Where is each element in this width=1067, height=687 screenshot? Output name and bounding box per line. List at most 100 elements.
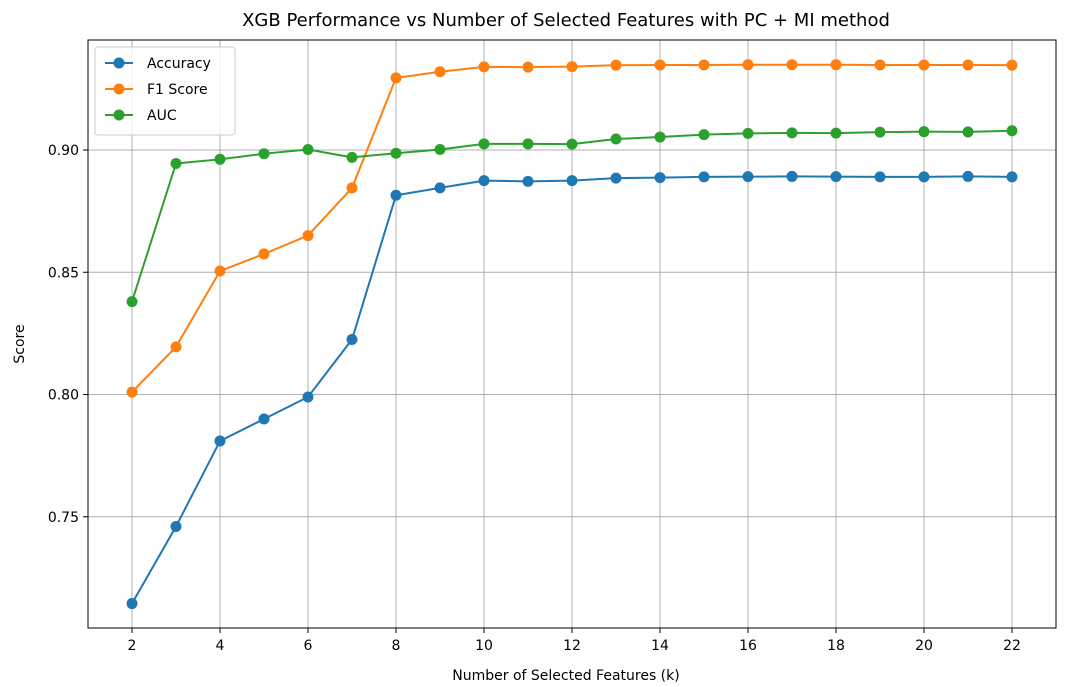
x-tick-label: 10 bbox=[475, 638, 493, 654]
data-point bbox=[566, 61, 578, 73]
y-tick-label: 0.90 bbox=[48, 143, 79, 159]
data-point bbox=[390, 189, 402, 201]
data-point bbox=[786, 59, 798, 71]
data-point bbox=[302, 230, 314, 242]
axis-ticks: 2 4 6 8 10 12 14 16 18 20 22 0.75 0.80 0.85 0.90 bbox=[48, 143, 1021, 654]
data-point bbox=[478, 138, 490, 150]
data-point bbox=[258, 413, 270, 425]
legend-marker bbox=[113, 57, 125, 69]
data-point bbox=[1006, 125, 1018, 137]
data-point bbox=[962, 59, 974, 71]
y-tick-label: 0.85 bbox=[48, 265, 79, 281]
x-axis-label: Number of Selected Features (k) bbox=[452, 668, 679, 684]
data-point bbox=[874, 171, 886, 183]
x-tick-label: 22 bbox=[1003, 638, 1021, 654]
data-point bbox=[258, 248, 270, 260]
data-point bbox=[434, 144, 446, 156]
legend-marker bbox=[113, 83, 125, 95]
data-point bbox=[390, 147, 402, 159]
data-point bbox=[786, 127, 798, 139]
data-point bbox=[698, 171, 710, 183]
legend-item: F1 Score bbox=[105, 82, 208, 98]
y-tick-label: 0.75 bbox=[48, 510, 79, 526]
x-tick-label: 4 bbox=[216, 638, 225, 654]
x-tick-label: 16 bbox=[739, 638, 757, 654]
data-point bbox=[214, 435, 226, 447]
data-point bbox=[258, 148, 270, 160]
data-point bbox=[302, 144, 314, 156]
data-point bbox=[126, 296, 138, 308]
legend: Accuracy F1 Score AUC bbox=[94, 46, 236, 136]
data-point bbox=[566, 175, 578, 187]
data-point bbox=[522, 61, 534, 73]
data-point bbox=[874, 126, 886, 138]
x-tick-label: 20 bbox=[915, 638, 933, 654]
data-point bbox=[742, 127, 754, 139]
data-point bbox=[522, 138, 534, 150]
data-point bbox=[654, 172, 666, 184]
data-point bbox=[346, 151, 358, 163]
data-point bbox=[1006, 59, 1018, 71]
data-point bbox=[566, 138, 578, 150]
x-tick-label: 8 bbox=[392, 638, 401, 654]
data-point bbox=[126, 386, 138, 398]
data-point bbox=[434, 182, 446, 194]
legend-item: Accuracy bbox=[105, 56, 211, 72]
legend-marker bbox=[113, 109, 125, 121]
chart-title: XGB Performance vs Number of Selected Fe… bbox=[242, 10, 890, 31]
data-point bbox=[522, 175, 534, 187]
data-point bbox=[918, 126, 930, 138]
data-point bbox=[214, 153, 226, 165]
data-point bbox=[874, 59, 886, 71]
data-point bbox=[830, 171, 842, 183]
series-f1-score bbox=[126, 59, 1018, 398]
series-accuracy bbox=[126, 170, 1018, 610]
data-point bbox=[654, 59, 666, 71]
data-point bbox=[478, 61, 490, 73]
data-point bbox=[698, 129, 710, 141]
data-point bbox=[786, 170, 798, 182]
legend-label: F1 Score bbox=[147, 82, 208, 98]
data-point bbox=[170, 157, 182, 169]
data-point bbox=[170, 341, 182, 353]
data-point bbox=[346, 182, 358, 194]
x-tick-label: 14 bbox=[651, 638, 669, 654]
data-point bbox=[302, 391, 314, 403]
x-tick-label: 6 bbox=[304, 638, 313, 654]
data-point bbox=[830, 127, 842, 139]
data-point bbox=[610, 172, 622, 184]
legend-item: AUC bbox=[105, 108, 177, 124]
data-point bbox=[918, 171, 930, 183]
data-point bbox=[390, 72, 402, 84]
data-point bbox=[962, 170, 974, 182]
data-point bbox=[610, 59, 622, 71]
data-point bbox=[962, 126, 974, 138]
data-point bbox=[742, 59, 754, 71]
data-point bbox=[698, 59, 710, 71]
legend-box bbox=[94, 46, 236, 136]
data-point bbox=[1006, 171, 1018, 183]
data-point bbox=[478, 175, 490, 187]
data-point bbox=[830, 59, 842, 71]
x-tick-label: 2 bbox=[128, 638, 137, 654]
series-group bbox=[126, 59, 1018, 610]
data-point bbox=[610, 133, 622, 145]
data-point bbox=[918, 59, 930, 71]
data-point bbox=[214, 265, 226, 277]
grid-lines bbox=[88, 40, 1056, 628]
data-point bbox=[434, 66, 446, 78]
data-point bbox=[346, 334, 358, 346]
data-point bbox=[126, 598, 138, 610]
legend-label: Accuracy bbox=[147, 56, 211, 72]
x-tick-label: 12 bbox=[563, 638, 581, 654]
series-auc bbox=[126, 125, 1018, 308]
y-tick-label: 0.80 bbox=[48, 388, 79, 404]
legend-label: AUC bbox=[147, 108, 177, 124]
data-point bbox=[170, 521, 182, 533]
y-axis-label: Score bbox=[12, 324, 28, 363]
x-tick-label: 18 bbox=[827, 638, 845, 654]
data-point bbox=[654, 131, 666, 143]
data-point bbox=[742, 171, 754, 183]
